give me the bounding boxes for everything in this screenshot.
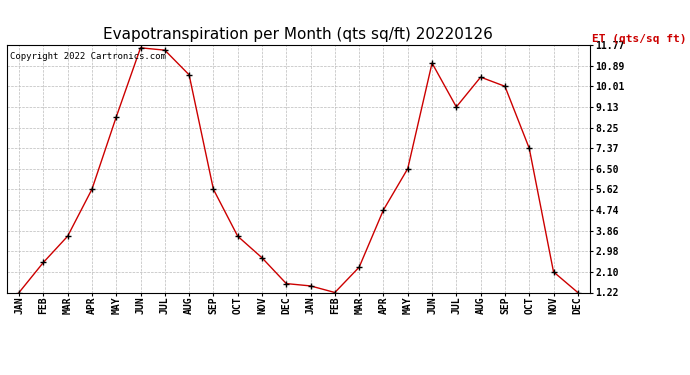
Text: Copyright 2022 Cartronics.com: Copyright 2022 Cartronics.com [10,53,166,62]
Title: Evapotranspiration per Month (qts sq/ft) 20220126: Evapotranspiration per Month (qts sq/ft)… [104,27,493,42]
Text: ET (qts/sq ft): ET (qts/sq ft) [592,34,687,44]
